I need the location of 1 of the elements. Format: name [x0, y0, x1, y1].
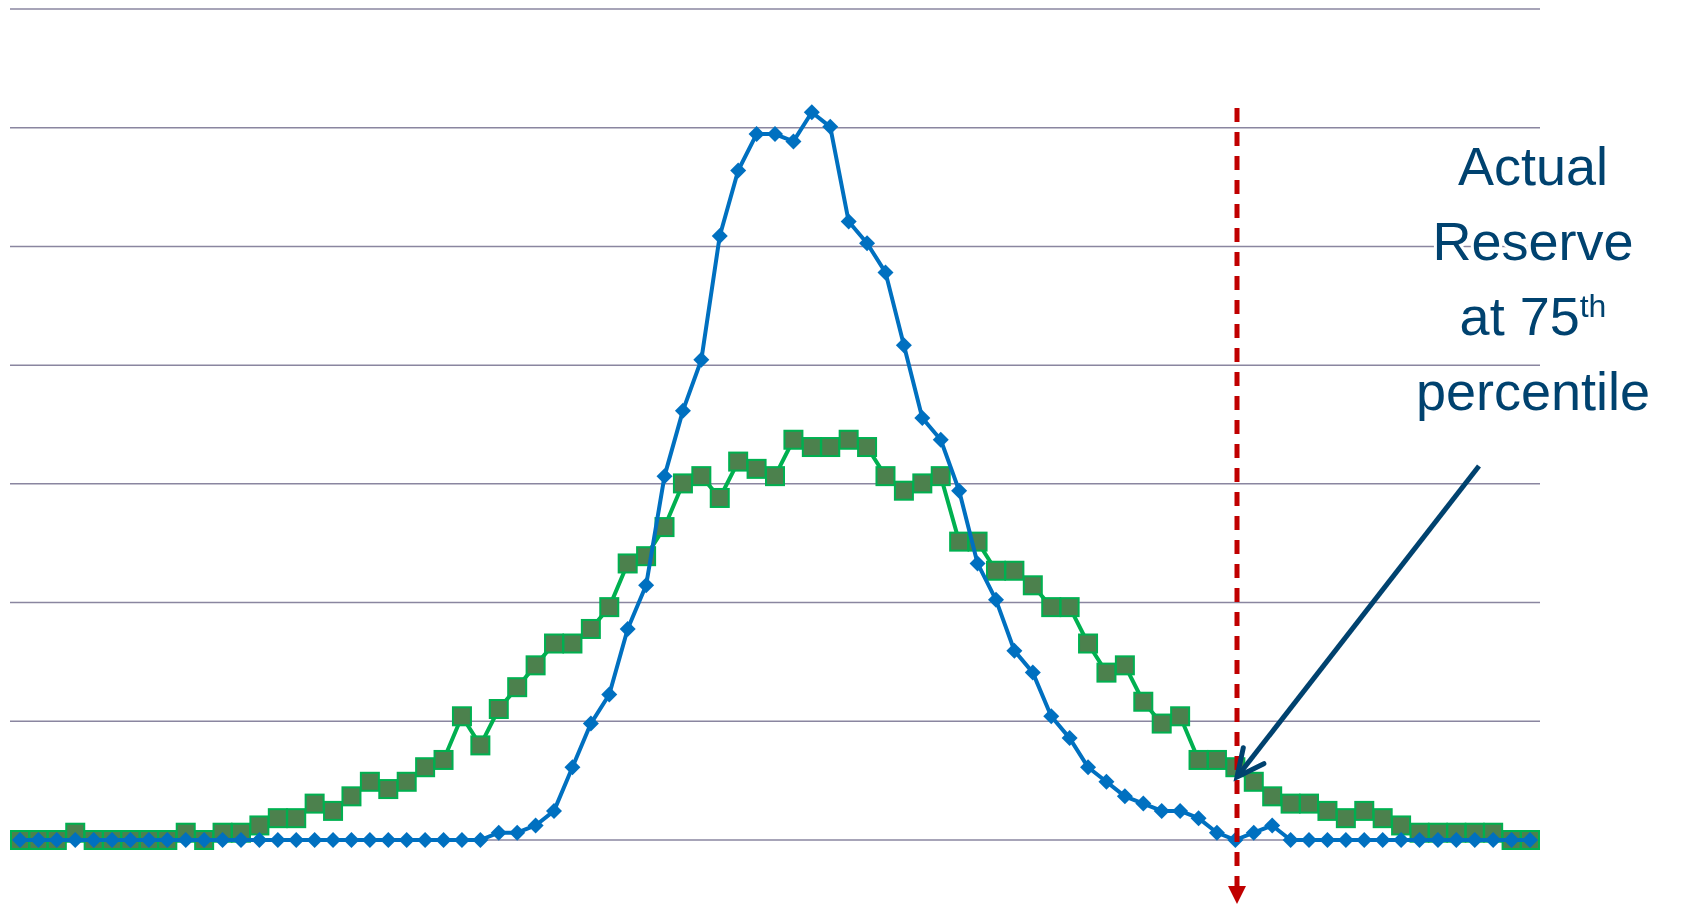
annotation: Actual Reserve at 75$^{th}$ percentile [1415, 136, 1651, 421]
